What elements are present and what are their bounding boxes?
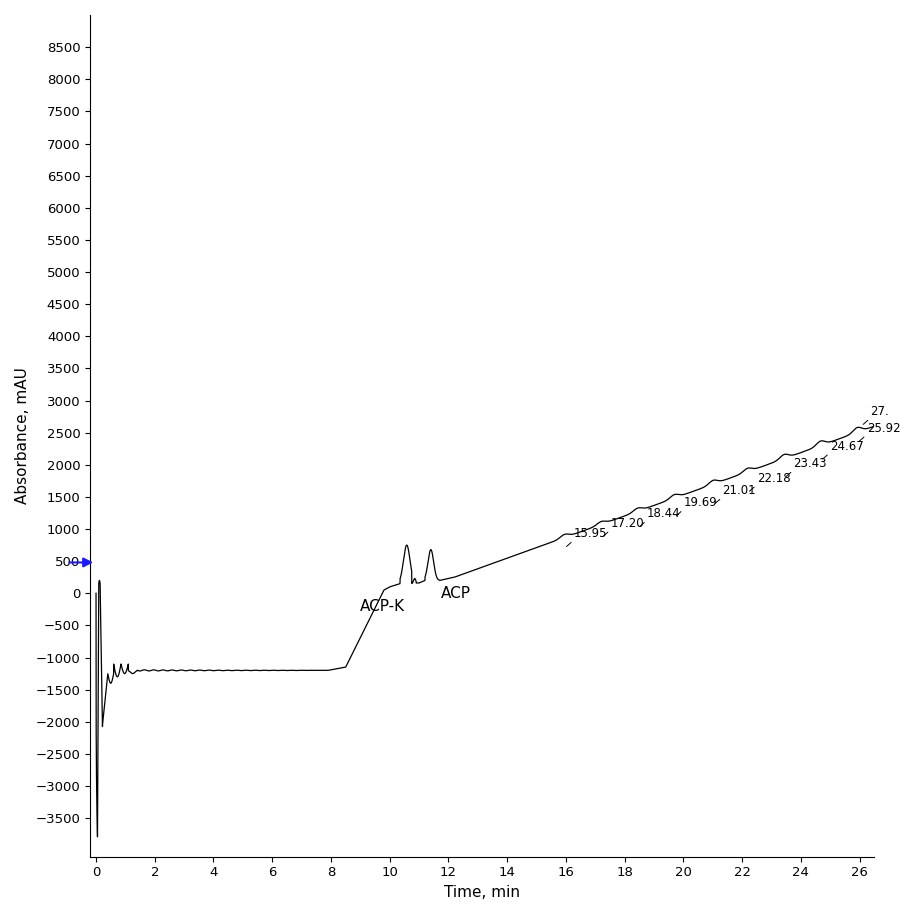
Text: 17.20: 17.20 bbox=[611, 517, 644, 530]
Text: 19.69: 19.69 bbox=[683, 496, 717, 509]
Text: 27.: 27. bbox=[870, 404, 889, 418]
Text: ACP-K: ACP-K bbox=[360, 598, 406, 614]
Text: 24.67: 24.67 bbox=[830, 439, 864, 453]
Text: 18.44: 18.44 bbox=[647, 507, 681, 520]
Text: 15.95: 15.95 bbox=[573, 527, 607, 540]
Text: ACP: ACP bbox=[442, 587, 471, 601]
Text: 25.92: 25.92 bbox=[867, 422, 900, 435]
Y-axis label: Absorbance, mAU: Absorbance, mAU bbox=[15, 368, 30, 504]
Text: 23.43: 23.43 bbox=[793, 457, 827, 470]
X-axis label: Time, min: Time, min bbox=[444, 885, 520, 900]
Text: 21.01: 21.01 bbox=[723, 484, 756, 497]
Text: 22.18: 22.18 bbox=[757, 472, 791, 485]
